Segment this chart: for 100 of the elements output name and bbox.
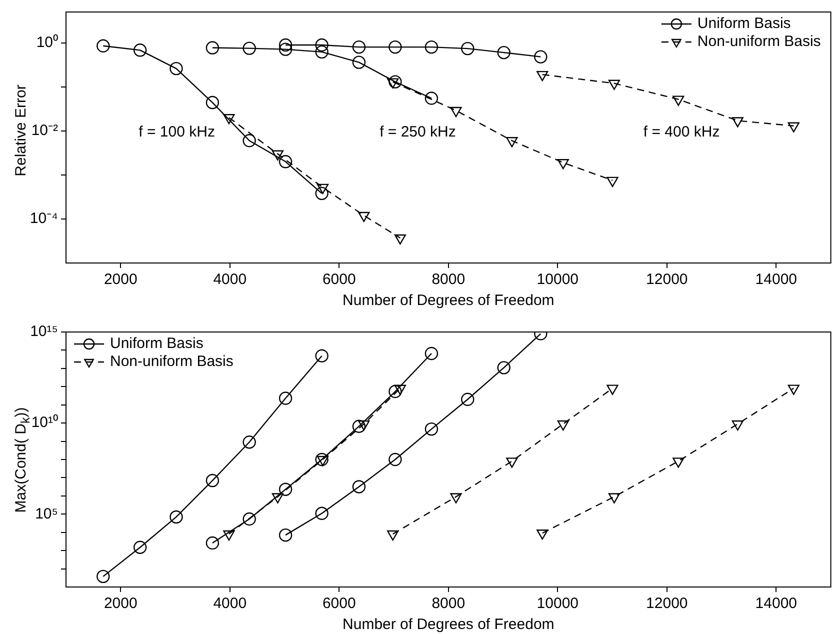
point xyxy=(606,384,618,395)
point xyxy=(557,159,569,170)
point xyxy=(316,456,329,466)
y-tick-label: 10⁰ xyxy=(36,34,58,51)
point xyxy=(206,41,220,54)
x-tick-label: 10000 xyxy=(536,595,579,612)
point xyxy=(424,92,438,105)
point xyxy=(242,134,256,148)
point xyxy=(206,474,220,488)
point xyxy=(223,530,235,541)
point xyxy=(96,570,110,584)
x-tick-label: 10000 xyxy=(536,271,579,288)
point xyxy=(557,420,569,431)
legend-label: Non-uniform Basis xyxy=(697,33,821,50)
x-tick-label: 8000 xyxy=(432,271,466,288)
point xyxy=(133,540,147,554)
point xyxy=(272,493,284,504)
point xyxy=(387,78,399,88)
point xyxy=(352,480,366,494)
point xyxy=(608,493,620,504)
point xyxy=(450,493,462,504)
point xyxy=(352,56,366,69)
point xyxy=(315,186,328,200)
point xyxy=(96,39,110,52)
x-axis-title: Number of Degrees of Freedom xyxy=(342,616,554,634)
point xyxy=(387,530,399,541)
point xyxy=(506,137,518,148)
legend-label: Uniform Basis xyxy=(110,335,204,352)
legend-label: Non-uniform Basis xyxy=(110,353,234,370)
point xyxy=(424,422,438,436)
x-tick-label: 4000 xyxy=(213,271,247,288)
point xyxy=(278,392,292,405)
x-tick-label: 6000 xyxy=(322,595,356,612)
point xyxy=(497,361,510,374)
x-tick-label: 12000 xyxy=(646,271,688,288)
point xyxy=(506,458,518,468)
point xyxy=(536,70,548,82)
point xyxy=(388,40,402,54)
x-tick-label: 8000 xyxy=(432,595,466,612)
point xyxy=(388,75,402,88)
point xyxy=(206,536,220,550)
x-tick-label: 14000 xyxy=(755,271,798,288)
point xyxy=(278,155,292,168)
point xyxy=(315,45,328,59)
y-axis-title: Relative Error xyxy=(12,84,29,176)
point xyxy=(788,122,800,132)
x-tick-label: 6000 xyxy=(322,271,356,288)
point xyxy=(316,184,329,194)
point xyxy=(536,530,548,540)
annotation: f = 250 kHz xyxy=(380,124,456,141)
point xyxy=(206,96,220,110)
y-tick-label: 10⁻⁴ xyxy=(30,210,58,228)
point xyxy=(424,40,438,54)
x-tick-label: 2000 xyxy=(104,271,138,288)
y-tick-label: 10¹⁰ xyxy=(31,414,58,432)
y-tick-label: 10⁻² xyxy=(31,122,58,140)
point xyxy=(606,176,618,188)
legend-label: Uniform Basis xyxy=(697,15,791,32)
point xyxy=(672,96,684,106)
point xyxy=(497,46,510,60)
point xyxy=(315,38,328,52)
point xyxy=(278,38,292,52)
point xyxy=(278,482,292,496)
point xyxy=(461,392,474,406)
point xyxy=(315,349,328,362)
point xyxy=(732,117,744,128)
point xyxy=(352,420,366,433)
point xyxy=(388,384,402,398)
point xyxy=(450,106,462,118)
point xyxy=(242,436,256,449)
point xyxy=(608,80,620,90)
x-tick-label: 12000 xyxy=(646,595,688,612)
x-tick-label: 4000 xyxy=(213,595,247,612)
point xyxy=(358,420,370,431)
point xyxy=(170,62,183,76)
point xyxy=(242,512,256,526)
y-tick-label: 10⁵ xyxy=(35,505,58,522)
point xyxy=(170,510,183,524)
annotation: f = 400 kHz xyxy=(643,124,720,141)
point xyxy=(278,42,292,56)
point xyxy=(394,384,406,396)
point xyxy=(534,50,548,64)
x-tick-label: 14000 xyxy=(755,595,798,612)
point xyxy=(223,114,235,124)
point xyxy=(788,384,800,395)
point xyxy=(242,42,256,55)
point xyxy=(315,506,328,520)
point xyxy=(461,42,474,56)
point xyxy=(278,528,292,542)
point xyxy=(388,452,402,466)
x-axis-title: Number of Degrees of Freedom xyxy=(342,292,554,310)
point xyxy=(732,420,744,431)
point xyxy=(315,452,328,466)
point xyxy=(272,150,284,160)
x-tick-label: 2000 xyxy=(104,595,138,612)
point xyxy=(352,40,366,54)
point xyxy=(358,212,370,222)
y-tick-label: 10¹⁵ xyxy=(30,323,58,340)
point xyxy=(424,346,438,360)
point xyxy=(672,458,684,468)
